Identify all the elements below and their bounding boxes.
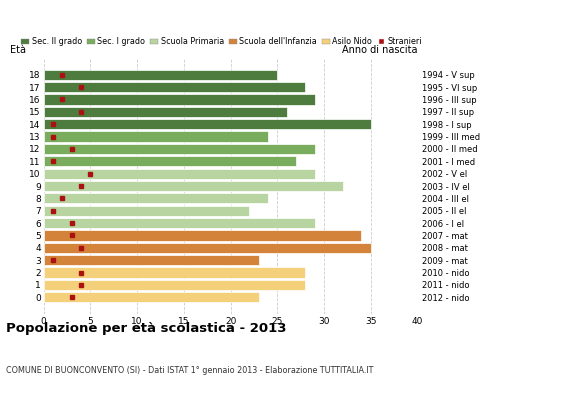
Bar [44,280,305,290]
Bar [44,144,315,154]
Bar [44,292,259,302]
Bar [44,206,249,216]
Bar [44,255,259,265]
Bar [44,168,315,179]
Bar [44,82,305,92]
Bar [44,230,361,240]
Bar [44,107,287,117]
Bar [44,119,371,129]
Bar [44,193,268,204]
Text: COMUNE DI BUONCONVENTO (SI) - Dati ISTAT 1° gennaio 2013 - Elaborazione TUTTITAL: COMUNE DI BUONCONVENTO (SI) - Dati ISTAT… [6,366,373,375]
Text: Età: Età [10,46,26,56]
Bar [44,218,315,228]
Bar [44,132,268,142]
Text: Popolazione per età scolastica - 2013: Popolazione per età scolastica - 2013 [6,322,287,335]
Bar [44,243,371,253]
Bar [44,70,277,80]
Bar [44,181,343,191]
Text: Anno di nascita: Anno di nascita [342,46,418,56]
Bar [44,94,315,104]
Legend: Sec. II grado, Sec. I grado, Scuola Primaria, Scuola dell'Infanzia, Asilo Nido, : Sec. II grado, Sec. I grado, Scuola Prim… [21,37,422,46]
Bar [44,268,305,278]
Bar [44,156,296,166]
